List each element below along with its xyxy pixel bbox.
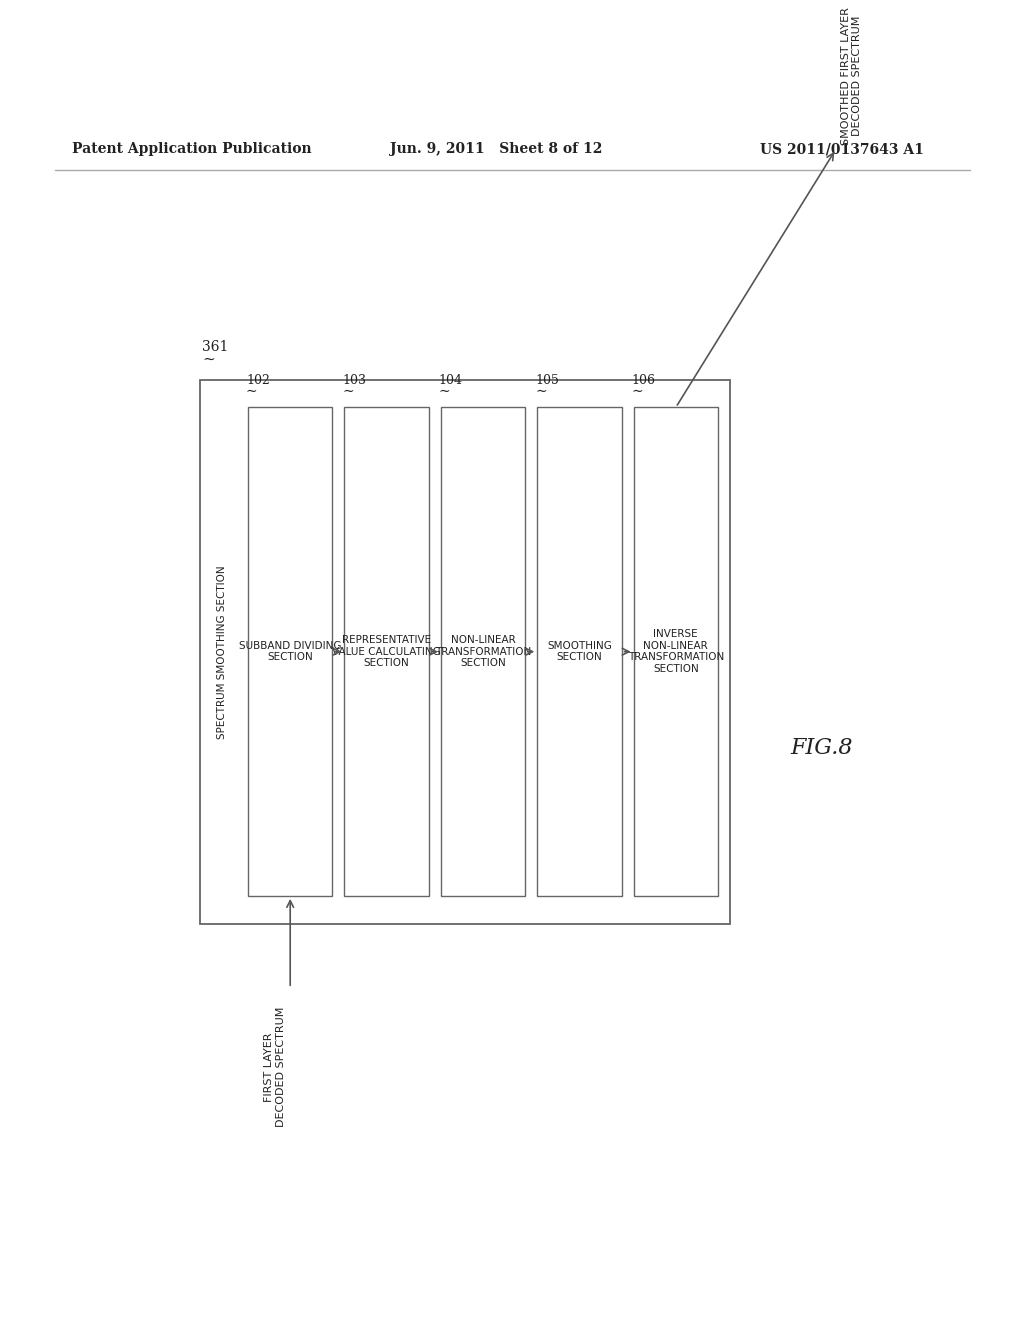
- Text: SPECTRUM SMOOTHING SECTION: SPECTRUM SMOOTHING SECTION: [217, 565, 227, 738]
- Text: US 2011/0137643 A1: US 2011/0137643 A1: [760, 143, 924, 156]
- Text: ∼: ∼: [202, 352, 215, 367]
- Bar: [538, 408, 622, 896]
- Bar: [248, 408, 333, 896]
- Text: REPRESENTATIVE
VALUE CALCULATING
SECTION: REPRESENTATIVE VALUE CALCULATING SECTION: [332, 635, 441, 668]
- Bar: [440, 408, 525, 896]
- Text: 104: 104: [439, 374, 463, 387]
- Text: NON-LINEAR
TRANSFORMATION
SECTION: NON-LINEAR TRANSFORMATION SECTION: [435, 635, 531, 668]
- Text: Jun. 9, 2011   Sheet 8 of 12: Jun. 9, 2011 Sheet 8 of 12: [390, 143, 602, 156]
- Text: 105: 105: [536, 374, 559, 387]
- Text: FIRST LAYER
DECODED SPECTRUM: FIRST LAYER DECODED SPECTRUM: [264, 1007, 286, 1127]
- Bar: [634, 408, 718, 896]
- Text: Patent Application Publication: Patent Application Publication: [72, 143, 311, 156]
- Text: 106: 106: [632, 374, 655, 387]
- Bar: [200, 380, 730, 924]
- Text: 102: 102: [246, 374, 270, 387]
- Text: ∼: ∼: [439, 384, 451, 399]
- Text: ∼: ∼: [632, 384, 643, 399]
- Text: ∼: ∼: [342, 384, 354, 399]
- Text: SMOOTHED FIRST LAYER
DECODED SPECTRUM: SMOOTHED FIRST LAYER DECODED SPECTRUM: [841, 7, 862, 145]
- Text: FIG.8: FIG.8: [790, 738, 853, 759]
- Bar: [344, 408, 429, 896]
- Text: 103: 103: [342, 374, 367, 387]
- Text: SMOOTHING
SECTION: SMOOTHING SECTION: [547, 642, 611, 663]
- Text: INVERSE
NON-LINEAR
TRANSFORMATION
SECTION: INVERSE NON-LINEAR TRANSFORMATION SECTIO…: [628, 630, 724, 675]
- Text: SUBBAND DIVIDING
SECTION: SUBBAND DIVIDING SECTION: [239, 642, 341, 663]
- Text: ∼: ∼: [246, 384, 258, 399]
- Text: 361: 361: [202, 341, 228, 354]
- Text: ∼: ∼: [536, 384, 547, 399]
